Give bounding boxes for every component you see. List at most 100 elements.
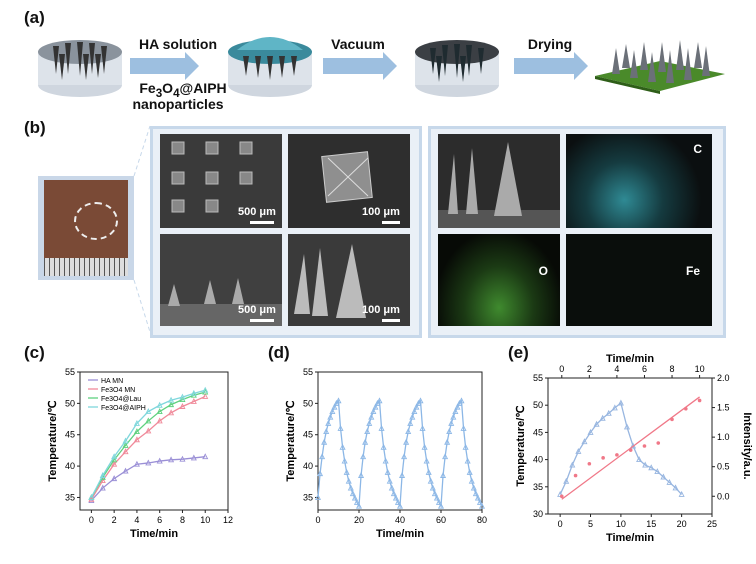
chart-d-series-point xyxy=(331,403,338,410)
chart-d-series-line xyxy=(317,399,483,509)
chart-d-series-point xyxy=(444,438,451,445)
chart-d-series-point xyxy=(431,490,438,497)
chart-e-temp-point xyxy=(605,409,612,416)
chart-d-series-point xyxy=(314,493,322,500)
chart-d-series-point xyxy=(464,457,471,464)
chart-c-series-point xyxy=(122,441,129,448)
chart-e-temp-point xyxy=(623,423,630,430)
chart-c-series-point xyxy=(88,497,95,504)
chart-d-series-point xyxy=(411,408,418,414)
chart-c-series-point xyxy=(168,396,175,403)
eds-iron-map: Fe xyxy=(566,234,712,326)
chart-e-temp-point xyxy=(575,447,582,454)
chart-d-x-tick-label: 0 xyxy=(315,515,320,525)
process-arrow-1 xyxy=(130,52,199,80)
chart-d-series-point xyxy=(405,428,412,435)
chart-d-series-point xyxy=(470,484,477,491)
chart-e-y-tick-label: 55 xyxy=(533,373,543,383)
chart-d-series-point xyxy=(321,438,328,445)
chart-c-series-point xyxy=(111,475,118,482)
chart-e-right-tick-label: 1.5 xyxy=(717,403,730,413)
chart-d-series-point xyxy=(401,453,408,460)
chart-e-x-tick-label: 25 xyxy=(707,519,717,529)
chart-d-series-point xyxy=(440,472,447,478)
chart-c-x-tick-label: 0 xyxy=(89,515,94,525)
chart-d-series-point xyxy=(388,484,395,491)
chart-d-series-point xyxy=(325,419,332,426)
chart-d-series-point xyxy=(364,428,371,435)
scale-label-br: 100 μm xyxy=(362,304,400,316)
chart-c-x-tick-label: 8 xyxy=(180,515,185,525)
chart-c-x-tick-label: 6 xyxy=(157,515,162,525)
panel-label-a: (a) xyxy=(24,8,45,27)
chart-d-series-point xyxy=(468,477,475,484)
scale-label-bl: 500 μm xyxy=(238,304,276,316)
eds-label-carbon: C xyxy=(693,142,702,156)
scale-label-tr: 100 μm xyxy=(362,206,400,218)
chart-d-series-point xyxy=(329,408,336,414)
chart-e-intensity-point xyxy=(656,441,661,445)
chart-e-temp-line xyxy=(559,401,683,495)
panel-label-d: (d) xyxy=(268,343,290,362)
chart-d-series-point xyxy=(358,472,365,478)
chart-d-y-axis-label: Temperature/℃ xyxy=(285,400,297,481)
step-vacuum: Vacuum xyxy=(331,36,385,52)
chart-d-series-point xyxy=(413,403,420,410)
chart-c-series-point xyxy=(190,389,197,396)
eds-label-iron: Fe xyxy=(685,264,700,278)
chart-d-series-point xyxy=(419,424,426,431)
chart-d-series-point xyxy=(452,408,459,414)
chart-e-x-tick-label: 5 xyxy=(588,519,593,529)
chart-c-series-line xyxy=(90,389,206,498)
chart-d-series-point xyxy=(478,502,486,509)
chart-e-temp-point xyxy=(678,490,685,497)
chart-c-series-point xyxy=(88,493,95,500)
chart-e-temp-point xyxy=(563,477,570,484)
chart-e-temp-point xyxy=(617,399,624,406)
chart-d-series-point xyxy=(472,490,479,497)
chart-d-series-point xyxy=(423,457,430,464)
chart-d-series-point xyxy=(450,413,457,420)
chart-e-temp-point xyxy=(636,456,643,463)
chart-c-series-point xyxy=(156,417,163,424)
chart-c-series-point xyxy=(99,472,106,478)
chart-d-series-point xyxy=(458,397,465,404)
chart-d-series-point xyxy=(446,428,453,435)
chart-c-series-point xyxy=(133,436,140,443)
chart-e-temp-point xyxy=(672,484,679,491)
microneedle-patch xyxy=(595,40,725,94)
chart-e-intensity-fit-line xyxy=(561,396,700,500)
panel-label-c: (c) xyxy=(24,343,45,362)
chart-c-series-point xyxy=(122,437,129,444)
eds-oxygen-map: O xyxy=(438,234,560,326)
chart-c-series-point xyxy=(111,453,118,460)
chart-c-y-tick-label: 35 xyxy=(65,492,75,502)
chart-c-series-point xyxy=(133,428,140,435)
chart-d-series-point xyxy=(319,453,326,460)
chart-c-series-point xyxy=(145,427,152,434)
chart-d-x-tick-label: 60 xyxy=(436,515,446,525)
chart-d-series-point xyxy=(347,484,354,491)
chart-d-series-point xyxy=(323,428,330,435)
chart-c-legend-label: Fe3O4 MN xyxy=(101,387,135,394)
chart-e-intensity-point xyxy=(587,461,592,466)
chart-heating-curves: 0 2 4 6 8 10 12 35 40 45 50 55 Time/min Temperature/℃… xyxy=(47,367,233,540)
chart-d-series-point xyxy=(360,453,367,460)
chart-c-y-tick-label: 55 xyxy=(65,367,75,377)
chart-d-series-point xyxy=(372,403,379,410)
chart-e-right-tick-label: 0.5 xyxy=(717,462,730,472)
chart-c-y-tick-label: 40 xyxy=(65,461,75,471)
chart-d-series-point xyxy=(337,424,344,431)
chart-e-top-axis-label: Time/min xyxy=(606,353,654,365)
chart-d-series-point xyxy=(433,494,440,501)
chart-d-series-point xyxy=(427,477,434,484)
chart-e-x-axis-label: Time/min xyxy=(606,532,654,544)
chart-e-intensity-point xyxy=(697,398,702,403)
eds-sem-image xyxy=(438,134,560,228)
step-fe3o4-aiph: Fe3O4@AIPH xyxy=(139,80,227,100)
chart-c-series-point xyxy=(202,386,209,393)
chart-c-series-point xyxy=(168,409,175,416)
chart-d-series-point xyxy=(353,498,360,505)
chart-e-y-tick-label: 45 xyxy=(533,427,543,437)
sem-top-view-low-mag: 500 μm xyxy=(160,134,282,228)
